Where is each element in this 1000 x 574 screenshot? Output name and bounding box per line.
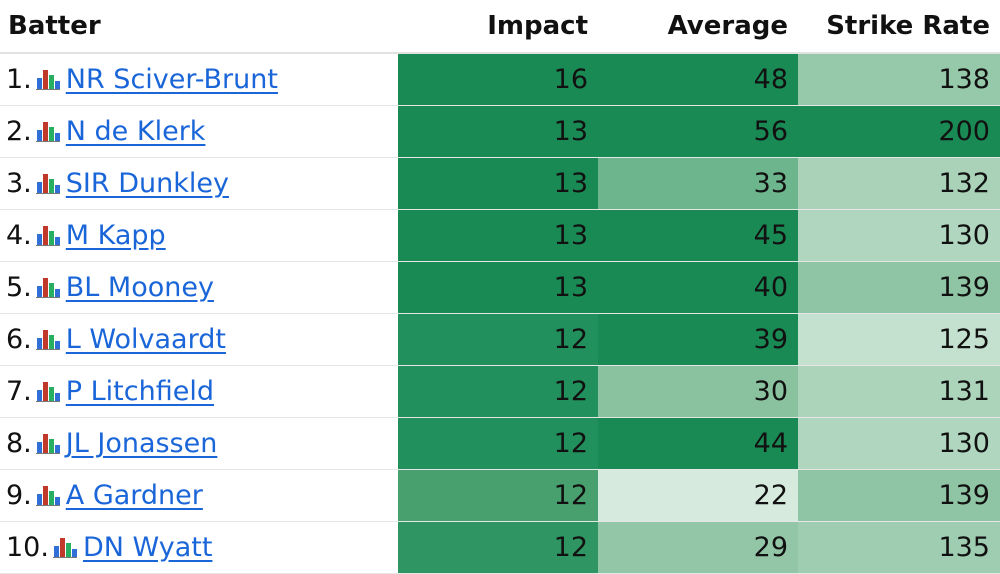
average-cell: 48 bbox=[598, 53, 798, 106]
rank-label: 1. bbox=[6, 64, 32, 95]
rank-label: 8. bbox=[6, 428, 32, 459]
batter-cell: 9. A Gardner bbox=[0, 469, 398, 522]
table-row: 7. P Litchfield 12 30 131 bbox=[0, 365, 1000, 418]
player-link[interactable]: SIR Dunkley bbox=[65, 168, 229, 199]
table-row: 5. BL Mooney 13 40 139 bbox=[0, 261, 1000, 314]
strike-rate-cell: 132 bbox=[798, 157, 1000, 210]
impact-cell: 12 bbox=[398, 417, 598, 470]
impact-cell: 12 bbox=[398, 365, 598, 418]
strike-rate-cell: 138 bbox=[798, 53, 1000, 106]
impact-cell: 13 bbox=[398, 105, 598, 158]
table-row: 1. NR Sciver-Brunt 16 48 138 bbox=[0, 53, 1000, 106]
batter-cell: 10. DN Wyatt bbox=[0, 521, 398, 574]
batter-cell: 8. JL Jonassen bbox=[0, 417, 398, 470]
bar-chart-icon[interactable] bbox=[52, 536, 77, 558]
player-link[interactable]: DN Wyatt bbox=[82, 532, 213, 563]
average-cell: 30 bbox=[598, 365, 798, 418]
strike-rate-cell: 139 bbox=[798, 469, 1000, 522]
table-row: 9. A Gardner 12 22 139 bbox=[0, 469, 1000, 522]
rank-label: 4. bbox=[6, 220, 32, 251]
player-link[interactable]: NR Sciver-Brunt bbox=[65, 64, 278, 95]
batter-cell: 5. BL Mooney bbox=[0, 261, 398, 314]
header-batter[interactable]: Batter bbox=[0, 0, 398, 54]
bar-chart-icon[interactable] bbox=[35, 484, 60, 506]
player-link[interactable]: M Kapp bbox=[65, 220, 166, 251]
table-row: 8. JL Jonassen 12 44 130 bbox=[0, 417, 1000, 470]
bar-chart-icon[interactable] bbox=[35, 380, 60, 402]
batter-cell: 1. NR Sciver-Brunt bbox=[0, 53, 398, 106]
rank-label: 5. bbox=[6, 272, 32, 303]
impact-cell: 13 bbox=[398, 209, 598, 262]
impact-cell: 12 bbox=[398, 469, 598, 522]
strike-rate-cell: 131 bbox=[798, 365, 1000, 418]
average-cell: 22 bbox=[598, 469, 798, 522]
impact-cell: 16 bbox=[398, 53, 598, 106]
average-cell: 29 bbox=[598, 521, 798, 574]
bar-chart-icon[interactable] bbox=[35, 68, 60, 90]
rank-label: 3. bbox=[6, 168, 32, 199]
player-link[interactable]: L Wolvaardt bbox=[65, 324, 226, 355]
bar-chart-icon[interactable] bbox=[35, 276, 60, 298]
strike-rate-cell: 130 bbox=[798, 209, 1000, 262]
average-cell: 45 bbox=[598, 209, 798, 262]
rank-label: 6. bbox=[6, 324, 32, 355]
batter-cell: 3. SIR Dunkley bbox=[0, 157, 398, 210]
average-cell: 56 bbox=[598, 105, 798, 158]
table-row: 4. M Kapp 13 45 130 bbox=[0, 209, 1000, 262]
table-row: 2. N de Klerk 13 56 200 bbox=[0, 105, 1000, 158]
strike-rate-cell: 139 bbox=[798, 261, 1000, 314]
header-strike-rate[interactable]: Strike Rate bbox=[798, 0, 1000, 54]
player-link[interactable]: BL Mooney bbox=[65, 272, 214, 303]
bar-chart-icon[interactable] bbox=[35, 172, 60, 194]
impact-cell: 12 bbox=[398, 521, 598, 574]
average-cell: 44 bbox=[598, 417, 798, 470]
average-cell: 33 bbox=[598, 157, 798, 210]
strike-rate-cell: 200 bbox=[798, 105, 1000, 158]
bar-chart-icon[interactable] bbox=[35, 432, 60, 454]
player-link[interactable]: P Litchfield bbox=[65, 376, 214, 407]
bar-chart-icon[interactable] bbox=[35, 328, 60, 350]
player-link[interactable]: N de Klerk bbox=[65, 116, 206, 147]
average-cell: 40 bbox=[598, 261, 798, 314]
player-link[interactable]: A Gardner bbox=[65, 480, 203, 511]
impact-cell: 12 bbox=[398, 313, 598, 366]
bar-chart-icon[interactable] bbox=[35, 224, 60, 246]
batter-cell: 2. N de Klerk bbox=[0, 105, 398, 158]
bar-chart-icon[interactable] bbox=[35, 120, 60, 142]
rank-label: 10. bbox=[6, 532, 49, 563]
rank-label: 9. bbox=[6, 480, 32, 511]
strike-rate-cell: 130 bbox=[798, 417, 1000, 470]
strike-rate-cell: 135 bbox=[798, 521, 1000, 574]
table-row: 3. SIR Dunkley 13 33 132 bbox=[0, 157, 1000, 210]
header-impact[interactable]: Impact bbox=[398, 0, 598, 54]
rank-label: 2. bbox=[6, 116, 32, 147]
header-average[interactable]: Average bbox=[598, 0, 798, 54]
batter-cell: 4. M Kapp bbox=[0, 209, 398, 262]
batter-cell: 6. L Wolvaardt bbox=[0, 313, 398, 366]
rank-label: 7. bbox=[6, 376, 32, 407]
average-cell: 39 bbox=[598, 313, 798, 366]
impact-cell: 13 bbox=[398, 157, 598, 210]
player-link[interactable]: JL Jonassen bbox=[65, 428, 218, 459]
header-row: Batter Impact Average Strike Rate bbox=[0, 0, 1000, 54]
batter-cell: 7. P Litchfield bbox=[0, 365, 398, 418]
strike-rate-cell: 125 bbox=[798, 313, 1000, 366]
table-row: 10. DN Wyatt 12 29 135 bbox=[0, 521, 1000, 574]
impact-cell: 13 bbox=[398, 261, 598, 314]
table-row: 6. L Wolvaardt 12 39 125 bbox=[0, 313, 1000, 366]
